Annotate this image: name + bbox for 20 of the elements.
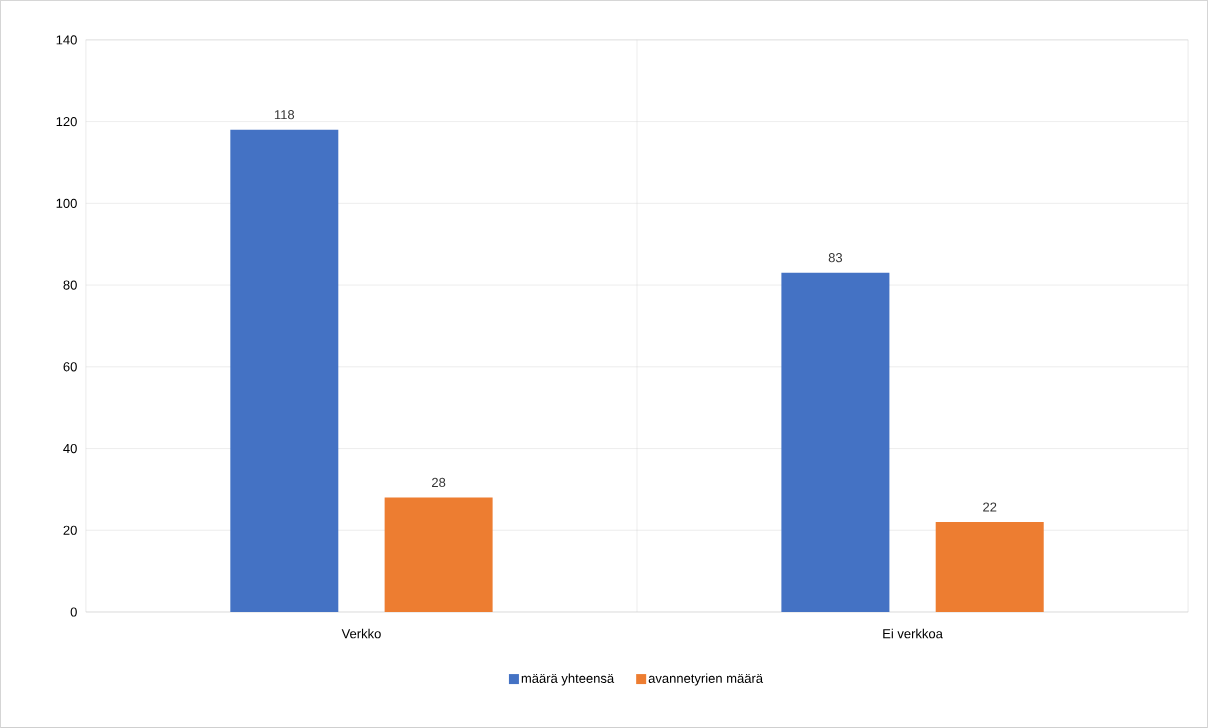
data-label: 83	[828, 253, 843, 263]
bar	[230, 129, 339, 613]
bar	[384, 497, 493, 613]
data-label: 22	[983, 502, 997, 512]
x-tick-label: Ei verkkoa	[883, 628, 943, 639]
legend-label: avannetyrien määrä	[648, 673, 764, 686]
y-tick-label: 140	[56, 35, 77, 45]
y-tick-label: 20	[63, 525, 77, 535]
y-tick-label: 40	[63, 443, 77, 454]
data-label: 28	[432, 477, 446, 488]
y-tick-label: 120	[56, 117, 77, 127]
bar	[935, 522, 1044, 613]
bar	[781, 272, 890, 613]
data-label: 118	[274, 110, 295, 120]
y-tick-label: 60	[63, 362, 77, 372]
y-tick-label: 80	[63, 280, 77, 290]
y-tick-label: 100	[56, 198, 77, 208]
x-tick-label: Verkko	[341, 628, 381, 639]
legend-label: määrä yhteensä	[521, 673, 615, 686]
y-tick-label: 0	[70, 607, 77, 617]
